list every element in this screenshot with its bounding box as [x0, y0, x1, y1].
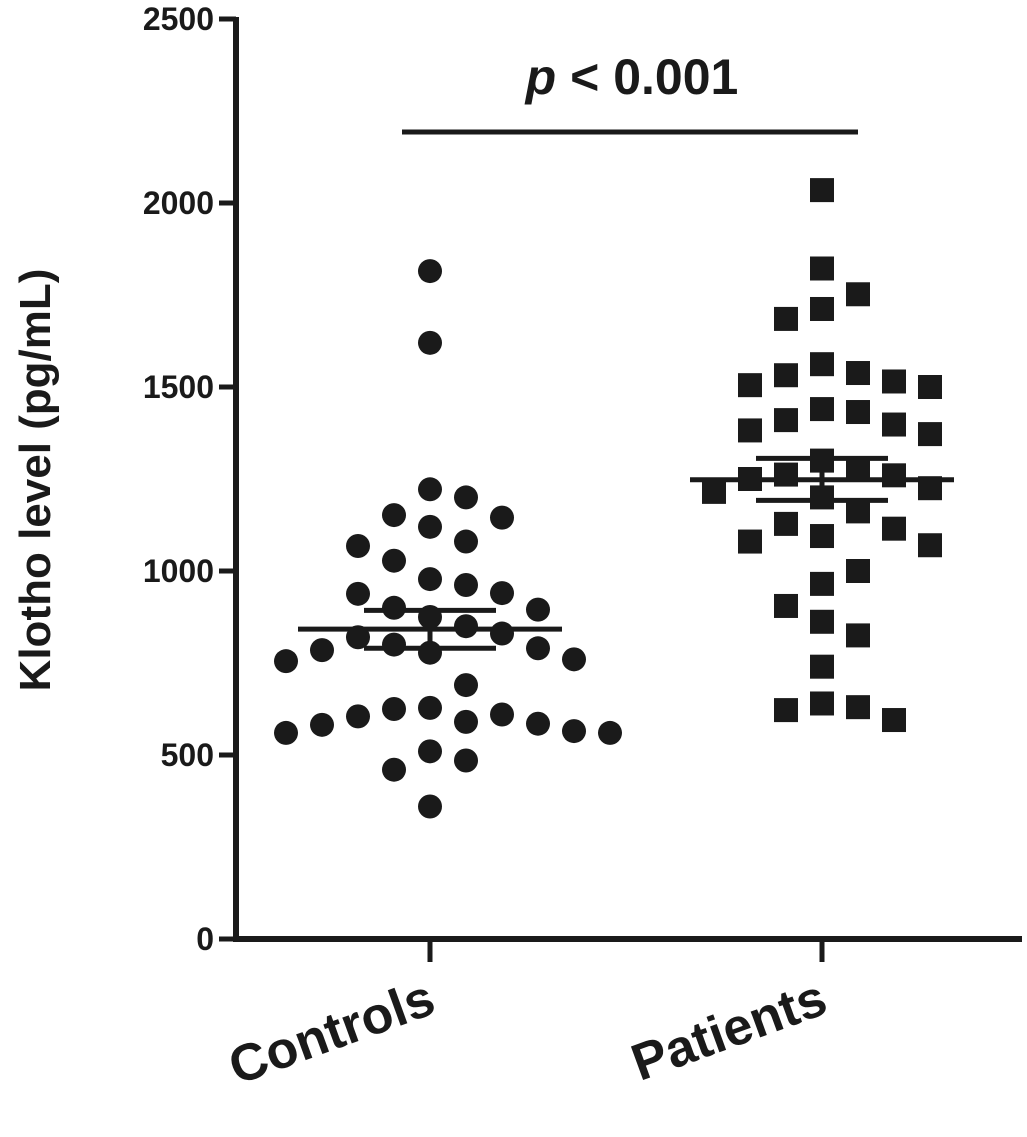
control-point — [346, 533, 370, 558]
patient-point — [774, 408, 798, 433]
control-point — [526, 636, 550, 661]
control-point — [490, 505, 514, 530]
patient-point — [810, 654, 834, 679]
mean-sem-bars — [298, 455, 954, 651]
control-point — [382, 697, 406, 721]
p-symbol: p — [524, 49, 557, 105]
control-point — [562, 719, 586, 744]
data-points — [274, 178, 942, 819]
patient-point — [882, 412, 906, 437]
patient-point — [738, 529, 762, 554]
control-point — [418, 259, 442, 284]
control-point — [310, 638, 334, 663]
y-tick-label: 0 — [196, 921, 214, 957]
control-point — [382, 595, 406, 620]
control-point — [562, 647, 586, 672]
patient-point — [810, 352, 834, 377]
significance-label: p < 0.001 — [524, 49, 739, 105]
control-point — [490, 621, 514, 646]
patient-point — [774, 306, 798, 331]
patient-point — [846, 499, 870, 524]
control-point — [526, 597, 550, 622]
patient-point — [738, 373, 762, 398]
control-point — [454, 572, 478, 597]
control-point — [526, 711, 550, 736]
control-point — [418, 567, 442, 592]
patient-point — [918, 533, 942, 558]
patient-point — [810, 256, 834, 281]
patient-point — [846, 695, 870, 720]
patient-point — [810, 609, 834, 634]
control-point — [418, 794, 442, 819]
control-point — [274, 649, 298, 674]
control-point — [454, 709, 478, 734]
y-tick-label: 2500 — [143, 1, 214, 37]
patient-point — [882, 708, 906, 733]
patient-point — [846, 559, 870, 583]
control-point — [454, 673, 478, 698]
control-point — [454, 529, 478, 554]
control-point — [490, 702, 514, 727]
y-axis-label: Klotho level (pg/mL) — [11, 269, 60, 692]
control-point — [346, 581, 370, 606]
x-tick-label: Controls — [221, 969, 442, 1097]
control-point — [274, 720, 298, 745]
patient-point — [846, 361, 870, 386]
patient-point — [702, 479, 726, 504]
control-point — [382, 632, 406, 657]
p-value-text: < 0.001 — [556, 49, 738, 105]
control-point — [418, 330, 442, 355]
patient-point — [846, 282, 870, 307]
patient-point — [810, 571, 834, 596]
patient-point — [918, 422, 942, 447]
control-point — [454, 748, 478, 773]
control-point — [418, 695, 442, 720]
control-point — [382, 757, 406, 782]
patient-point — [774, 698, 798, 723]
patient-point — [774, 363, 798, 388]
control-point — [490, 581, 514, 606]
control-point — [382, 548, 406, 573]
y-tick-label: 1000 — [143, 553, 214, 589]
y-tick-label: 500 — [161, 737, 214, 773]
y-ticks: 0 500 1000 1500 2000 2500 — [143, 1, 236, 957]
patient-point — [738, 418, 762, 443]
patient-point — [774, 511, 798, 536]
x-tick-label: Patients — [624, 969, 834, 1093]
control-point — [454, 614, 478, 639]
control-point — [346, 704, 370, 729]
control-point — [454, 485, 478, 510]
patient-point — [846, 400, 870, 425]
y-tick-label: 1500 — [143, 369, 214, 405]
patient-point — [774, 593, 798, 618]
patient-point — [882, 516, 906, 541]
patient-point — [810, 397, 834, 422]
control-point — [418, 739, 442, 764]
patient-point — [810, 524, 834, 549]
patient-point — [810, 691, 834, 716]
x-ticks: Controls Patients — [221, 939, 834, 1096]
patient-point — [810, 296, 834, 321]
control-point — [598, 720, 622, 745]
control-point — [382, 503, 406, 528]
patient-point — [774, 462, 798, 487]
control-point — [418, 477, 442, 502]
y-tick-label: 2000 — [143, 185, 214, 221]
patient-point — [918, 375, 942, 399]
patient-point — [882, 463, 906, 488]
patient-point — [882, 369, 906, 394]
control-point — [418, 514, 442, 539]
patient-point — [810, 178, 834, 203]
control-point — [310, 712, 334, 737]
patient-point — [846, 623, 870, 648]
